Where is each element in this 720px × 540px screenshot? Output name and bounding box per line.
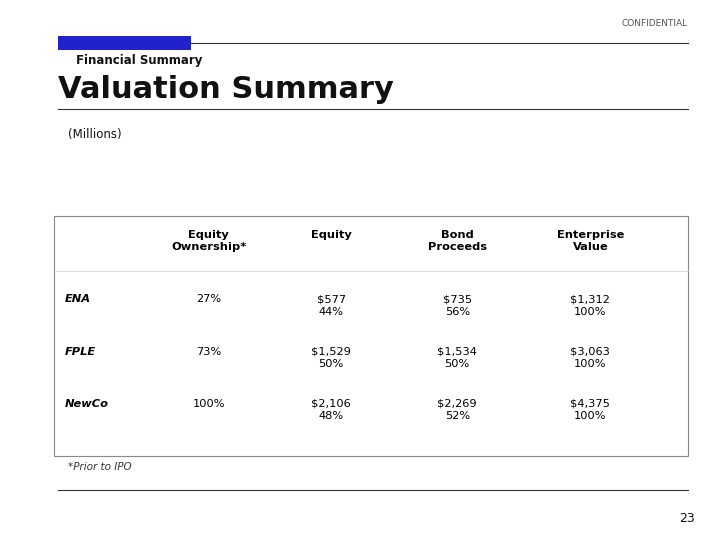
Text: $1,312
100%: $1,312 100% [570, 294, 611, 317]
Text: Financial Summary: Financial Summary [76, 54, 202, 67]
Text: Bond
Proceeds: Bond Proceeds [428, 230, 487, 252]
Text: 73%: 73% [196, 347, 222, 357]
Text: NewCo: NewCo [65, 399, 109, 409]
Text: 100%: 100% [192, 399, 225, 409]
Text: Valuation Summary: Valuation Summary [58, 75, 393, 104]
Text: $577
44%: $577 44% [317, 294, 346, 317]
Text: $1,534
50%: $1,534 50% [437, 347, 477, 369]
Text: 27%: 27% [197, 294, 221, 305]
Text: $3,063
100%: $3,063 100% [570, 347, 611, 369]
Text: $735
56%: $735 56% [443, 294, 472, 317]
Text: Equity
Ownership*: Equity Ownership* [171, 230, 246, 252]
Text: CONFIDENTIAL: CONFIDENTIAL [621, 19, 688, 28]
Text: Equity: Equity [311, 230, 351, 240]
Text: *Prior to IPO: *Prior to IPO [68, 462, 132, 472]
Text: $2,269
52%: $2,269 52% [437, 399, 477, 421]
Text: 23: 23 [679, 512, 695, 525]
Text: ENA: ENA [65, 294, 91, 305]
Text: $1,529
50%: $1,529 50% [311, 347, 351, 369]
Text: Enterprise
Value: Enterprise Value [557, 230, 624, 252]
Text: (Millions): (Millions) [68, 128, 122, 141]
Text: $4,375
100%: $4,375 100% [570, 399, 611, 421]
Text: FPLE: FPLE [65, 347, 96, 357]
Text: $2,106
48%: $2,106 48% [311, 399, 351, 421]
